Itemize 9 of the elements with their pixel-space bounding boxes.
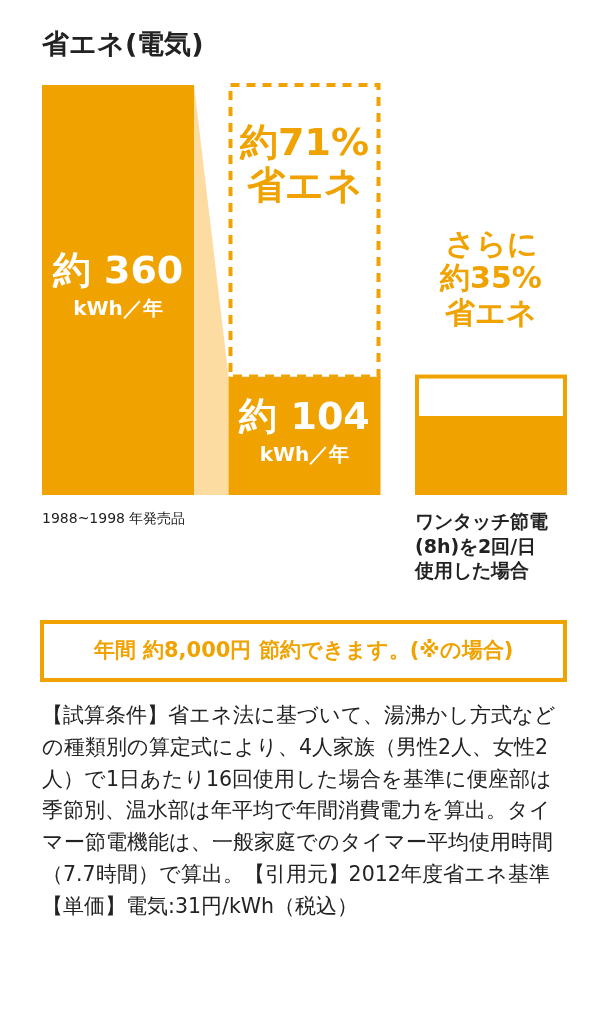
text: 【試算条件】省エネ法に基づいて、湯沸かし方式などの種類別の算定式により、4人家族（男性2人、女性2人）で1日あたり16回使用した場合を基準に便座部は季節別、温水部は年平均で年間消費電力を算出。タイマー節電機能は、一般家庭でのタイマー平均使用時間（7.7時間）で算出。【引用元】2012年度省エネ基準【単価】電気:31円/kWh（税込） bbox=[42, 702, 557, 920]
text: 年間 約8,000円 節約できます。(※の場合) bbox=[92, 637, 515, 664]
x-tick-label: 1988~1998 年発売品 bbox=[42, 509, 187, 528]
x-tick-label: ワンタッチ節電(8h)を2回/日使用した場合 bbox=[415, 509, 549, 584]
annotation: さらに約35%省エネ bbox=[438, 225, 543, 331]
data-label: 約 104 kWh／年 bbox=[237, 392, 371, 468]
annotation: 約71%省エネ bbox=[238, 119, 370, 209]
data-label: 約 360 kWh／年 bbox=[51, 247, 185, 322]
chart-title: 省エネ(電気) bbox=[42, 27, 204, 61]
